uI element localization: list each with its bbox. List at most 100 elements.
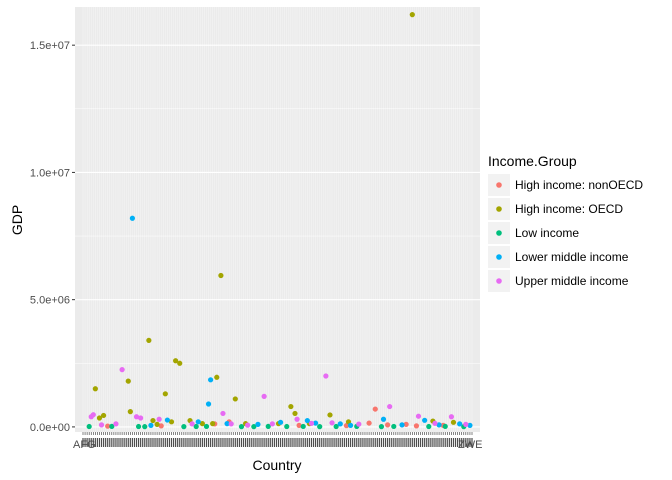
legend-label: High income: OECD: [515, 202, 623, 216]
legend-label: Lower middle income: [515, 250, 629, 264]
x-tick-label: [317, 438, 319, 447]
data-point: [205, 401, 212, 407]
legend-title: Income.Group: [488, 153, 577, 169]
data-point: [129, 215, 135, 221]
x-tick-label: [228, 438, 230, 447]
x-tick-label: [411, 438, 413, 447]
x-tick-label: [362, 438, 364, 447]
x-tick-label: [257, 438, 259, 447]
x-tick-label: [234, 438, 236, 447]
x-tick-label: [446, 438, 448, 447]
data-point: [150, 417, 156, 424]
data-point: [125, 378, 131, 384]
grid-minor: [75, 7, 480, 432]
data-point: [133, 414, 140, 420]
data-point: [100, 412, 107, 419]
data-point: [403, 421, 409, 427]
x-tick-label: [374, 438, 376, 447]
x-tick-label: [160, 438, 162, 447]
x-tick-label: [146, 438, 148, 447]
x-tick-label: [325, 438, 327, 447]
data-point: [387, 403, 393, 410]
data-point: [199, 421, 205, 427]
data-point: [269, 421, 275, 427]
x-tick-label: [154, 438, 156, 447]
x-tick-label: [417, 438, 420, 447]
x-tick-label: [240, 438, 243, 447]
x-tick-label: [123, 438, 125, 447]
y-axis-ticks: 0.0e+00 5.0e+06 1.0e+07 1.5e+07: [30, 40, 75, 434]
x-tick-label: [426, 438, 428, 447]
x-tick-label: [327, 438, 329, 447]
x-tick-label: [189, 438, 191, 447]
data-point: [90, 412, 96, 418]
data-point: [158, 423, 164, 429]
x-tick-label: [469, 438, 471, 447]
x-tick-label: [98, 438, 101, 447]
data-point: [214, 374, 220, 380]
data-point: [92, 386, 98, 392]
x-axis-title: Country: [252, 457, 301, 473]
x-tick-label: [115, 438, 117, 447]
data-point: [142, 424, 148, 430]
x-tick-label: [94, 438, 96, 447]
data-point: [228, 421, 234, 427]
x-tick-label: [102, 438, 105, 447]
x-tick-label: [308, 438, 311, 447]
x-tick-label: [267, 438, 269, 447]
x-tick-label: [415, 438, 418, 447]
x-tick-label: [158, 438, 160, 447]
x-tick-label: [177, 438, 179, 447]
x-tick-label: [84, 438, 86, 447]
x-tick-label: [232, 438, 234, 447]
data-point: [210, 421, 216, 427]
x-tick-label: [242, 438, 245, 447]
legend-label: Low income: [515, 226, 579, 240]
y-tick-label: 0.0e+00: [30, 422, 70, 434]
data-points: [86, 12, 473, 430]
data-point: [391, 423, 397, 430]
x-tick-label: [100, 438, 103, 447]
x-tick-label: [292, 438, 294, 447]
x-tick-label-first: AFG: [73, 439, 96, 451]
x-tick-label: [121, 438, 123, 447]
data-point: [308, 420, 315, 426]
x-tick-label: [162, 438, 164, 447]
x-tick-label: [216, 438, 218, 447]
data-point: [173, 358, 179, 364]
x-tick-label: [341, 438, 343, 447]
legend-swatch: [496, 230, 502, 236]
data-point: [284, 423, 290, 430]
data-point: [356, 421, 362, 427]
data-point: [255, 421, 261, 427]
x-tick-label: [389, 438, 391, 447]
x-tick-label: [378, 438, 380, 447]
x-tick-label: [454, 438, 457, 447]
x-tick-label: [220, 438, 222, 447]
data-point: [135, 423, 142, 430]
data-point: [98, 422, 105, 428]
x-tick-label: [247, 438, 249, 447]
data-point: [457, 421, 463, 427]
y-tick-label: 5.0e+06: [30, 295, 70, 307]
x-tick-label: [372, 438, 374, 447]
data-point: [261, 393, 267, 399]
x-tick-label: [214, 438, 216, 447]
data-point: [366, 420, 372, 426]
x-tick-label: [399, 438, 401, 447]
x-tick-label: [150, 438, 152, 447]
legend-swatch: [496, 278, 502, 284]
x-tick-label: [312, 438, 315, 447]
x-tick-label: [133, 438, 136, 447]
x-tick-label: [199, 438, 201, 447]
x-tick-label: [314, 438, 317, 447]
data-point: [119, 367, 125, 373]
x-tick-label: [251, 438, 253, 447]
x-tick-label: [337, 438, 339, 447]
x-tick-label: [218, 438, 220, 447]
x-tick-label: [442, 438, 444, 447]
x-tick-label: [259, 438, 261, 447]
data-point: [343, 423, 350, 429]
x-tick-label: [170, 438, 173, 447]
